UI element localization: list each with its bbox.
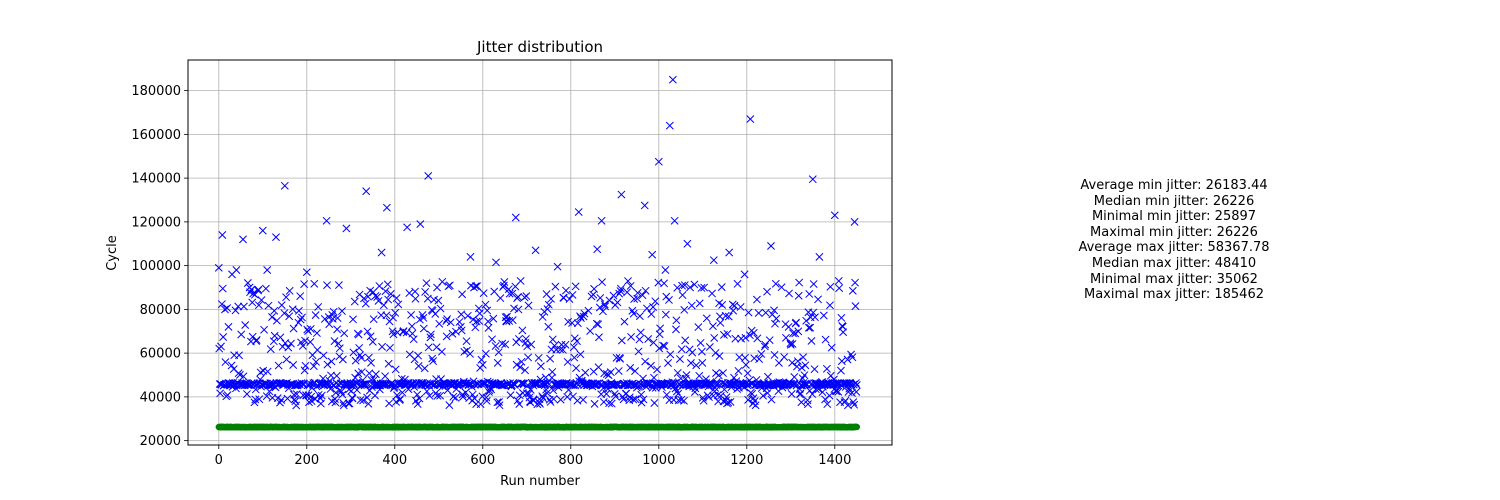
y-tick-label: 80000 — [140, 303, 181, 318]
min-jitter-series — [215, 423, 860, 431]
x-axis-label: Run number — [500, 474, 580, 489]
x-tick-label: 600 — [470, 453, 495, 468]
jitter-statistics: Average min jitter: 26183.44 Median min … — [1024, 178, 1324, 303]
y-tick-label: 60000 — [140, 347, 181, 362]
stat-minimal-max: Minimal max jitter: 35062 — [1090, 271, 1258, 287]
x-tick-label: 1400 — [818, 453, 851, 468]
stat-maximal-max: Maximal max jitter: 185462 — [1084, 287, 1264, 303]
y-tick-label: 160000 — [131, 128, 181, 143]
stat-median-min: Median min jitter: 26226 — [1093, 193, 1255, 209]
y-tick-label: 100000 — [131, 259, 181, 274]
stat-maximal-min: Maximal min jitter: 26226 — [1090, 224, 1258, 240]
x-tick-label: 800 — [558, 453, 583, 468]
y-axis-ticks: 20000 40000 60000 80000 100000 120000 140000 16… — [131, 84, 188, 449]
x-tick-label: 1200 — [730, 453, 763, 468]
stat-minimal-min: Minimal min jitter: 25897 — [1091, 209, 1257, 225]
chart-title: Jitter distribution — [476, 38, 603, 56]
y-tick-label: 120000 — [131, 215, 181, 230]
x-tick-label: 200 — [294, 453, 319, 468]
min-jitter-point — [853, 423, 860, 431]
y-tick-label: 140000 — [131, 172, 181, 187]
y-axis-label: Cycle — [105, 235, 120, 271]
x-tick-label: 0 — [215, 453, 223, 468]
x-tick-label: 1000 — [642, 453, 675, 468]
stat-median-max: Median max jitter: 48410 — [1091, 255, 1257, 271]
y-tick-label: 40000 — [140, 390, 181, 405]
y-tick-label: 20000 — [140, 434, 181, 449]
x-tick-label: 400 — [382, 453, 407, 468]
y-tick-label: 180000 — [131, 84, 181, 99]
stat-average-max: Average max jitter: 58367.78 — [1078, 240, 1270, 256]
stat-average-min: Average min jitter: 26183.44 — [1080, 178, 1268, 193]
